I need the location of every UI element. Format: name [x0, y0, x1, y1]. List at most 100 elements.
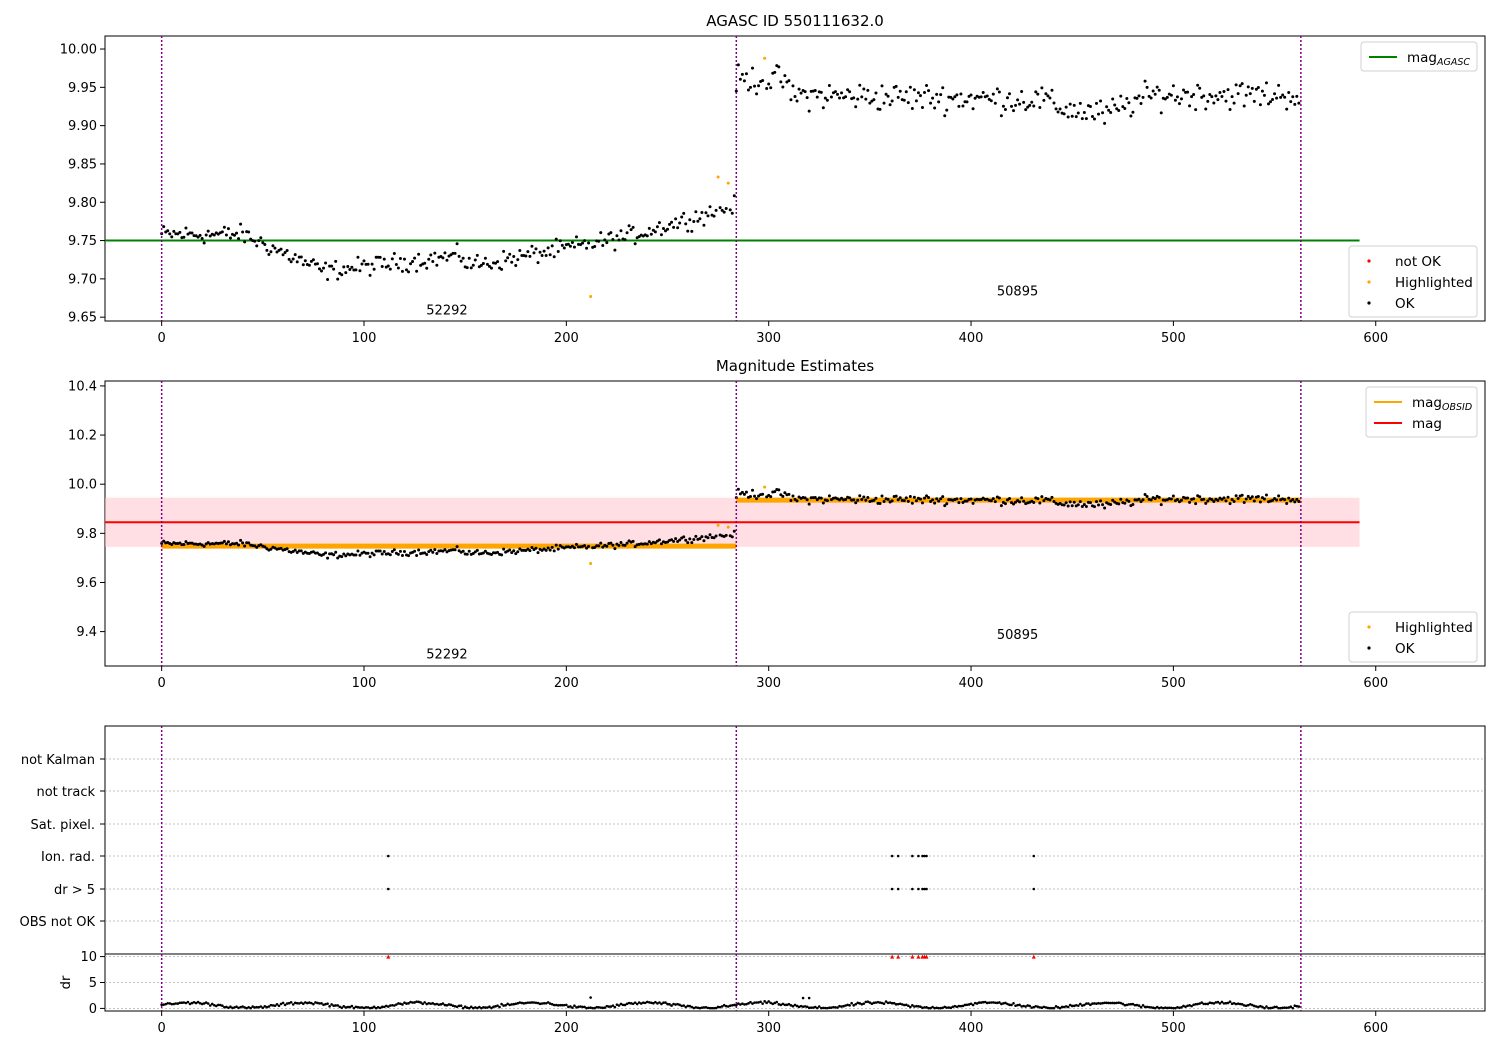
- agasc-ok-point: [326, 277, 330, 281]
- dr-ok-point: [223, 1005, 226, 1009]
- mag-ok-point: [1220, 497, 1224, 501]
- dr-ok-point: [449, 1003, 453, 1007]
- agasc-ok-point: [1291, 95, 1295, 99]
- dr-ok-point: [884, 1000, 888, 1003]
- mag-ok-point: [1119, 497, 1123, 501]
- agasc-ok-point: [1287, 91, 1291, 95]
- mag-ok-point: [259, 543, 263, 547]
- dr-ok-point: [1004, 1001, 1007, 1005]
- agasc-ok-point: [332, 267, 336, 271]
- dr-ok-point: [769, 1001, 773, 1005]
- mag-ok-point: [609, 541, 613, 545]
- agasc-ok-point: [362, 259, 366, 263]
- mag-ok-point: [761, 492, 765, 496]
- agasc-ok-point: [698, 217, 702, 221]
- agasc-panel-title: AGASC ID 550111632.0: [706, 12, 884, 30]
- mag-ok-point: [1127, 499, 1131, 503]
- mag-ok-point: [672, 539, 676, 543]
- agasc-ok-point: [283, 251, 287, 255]
- mag-ok-point: [599, 541, 603, 545]
- dr-ok-point: [696, 1006, 700, 1010]
- dr-ok-point: [704, 1005, 708, 1009]
- agasc-ok-point: [208, 234, 212, 238]
- dr-ok-point: [384, 1004, 388, 1008]
- dr-ok-point: [587, 1006, 590, 1010]
- dr-ok-point: [1016, 1003, 1019, 1007]
- mag-ok-point: [465, 552, 469, 556]
- agasc-ok-point: [856, 97, 860, 101]
- agasc-ok-point: [540, 253, 544, 257]
- agasc-ok-point: [259, 236, 263, 240]
- dr-ok-point: [502, 1004, 505, 1007]
- agasc-ok-point: [528, 254, 532, 258]
- mag-ok-point: [755, 497, 759, 501]
- agasc-ok-point: [500, 267, 504, 271]
- dr-ok-point: [1131, 1002, 1135, 1006]
- agasc-ok-point: [239, 222, 243, 226]
- agasc-ok-point: [629, 228, 633, 232]
- mag-ok-point: [807, 502, 811, 506]
- dr-ok-point: [609, 1005, 613, 1008]
- dr-ok-point: [1083, 1003, 1086, 1007]
- agasc-ok-point: [372, 267, 376, 271]
- dr-ok-point: [459, 1004, 463, 1007]
- mag-ok-point: [1204, 501, 1208, 505]
- agasc-ok-point: [672, 225, 676, 229]
- agasc-ok-point: [1050, 88, 1054, 92]
- agasc-ok-point: [455, 242, 459, 246]
- agasc-obsid-label: 50895: [997, 284, 1038, 299]
- dr-ok-point: [285, 1002, 289, 1005]
- dr-ok-point: [1066, 1005, 1070, 1009]
- dr-ok-point: [1230, 1002, 1234, 1005]
- mag-ok-point: [206, 541, 210, 545]
- agasc-ok-point: [1099, 99, 1103, 103]
- dr-ylabel: dr: [59, 975, 74, 989]
- agasc-ok-point: [931, 96, 935, 100]
- dr-ok-point: [1273, 1005, 1276, 1009]
- mag-ok-point: [1038, 501, 1042, 505]
- mag-ok-point: [496, 550, 500, 554]
- dr-ok-point: [1277, 1006, 1280, 1010]
- dr-ok-point: [1232, 1001, 1236, 1005]
- dr-ok-point: [1188, 1004, 1191, 1007]
- agasc-ok-point: [293, 253, 297, 257]
- dr-ok-point: [1068, 1003, 1072, 1007]
- flag-point: [911, 854, 914, 858]
- mag-ok-point: [939, 497, 943, 501]
- dr-ok-point: [1192, 1003, 1195, 1007]
- dr-ok-point: [650, 1001, 653, 1005]
- agasc-ok-point: [465, 266, 469, 270]
- mag-ok-point: [959, 497, 963, 501]
- dr-ok-point: [1113, 1001, 1117, 1005]
- dr-ok-point: [805, 1005, 809, 1009]
- mag-ok-point: [684, 538, 688, 542]
- mag-bottom-legend-marker: [1367, 625, 1371, 629]
- dr-ok-point: [726, 1005, 730, 1008]
- agasc-ok-point: [1246, 85, 1250, 89]
- agasc-ok-point: [303, 259, 307, 263]
- mag-ok-point: [738, 492, 742, 496]
- dr-ok-point: [350, 1004, 354, 1008]
- flag-point: [917, 854, 920, 858]
- dr-ok-point: [295, 1001, 299, 1005]
- dr-ok-point: [795, 1004, 799, 1008]
- agasc-ok-point: [398, 257, 402, 261]
- dr-ok-point: [423, 1001, 427, 1004]
- agasc-ok-point: [1250, 86, 1254, 90]
- agasc-ok-point: [848, 90, 852, 94]
- agasc-ok-point: [908, 85, 912, 89]
- mag-ok-point: [1169, 497, 1173, 501]
- agasc-ok-point: [1230, 95, 1234, 99]
- mag-ok-point: [702, 539, 706, 543]
- mag-ok-point: [1287, 496, 1291, 500]
- agasc-ok-point: [1109, 110, 1113, 114]
- dr-ok-point: [789, 1004, 793, 1007]
- mag-ok-point: [1111, 498, 1115, 502]
- dr-ok-point: [251, 1005, 255, 1008]
- dr-ok-point: [840, 1005, 843, 1008]
- dr-ok-point: [909, 1005, 912, 1009]
- agasc-ok-point: [496, 260, 500, 264]
- agasc-bottom-legend-marker: [1367, 259, 1371, 263]
- mag-ok-point: [856, 498, 860, 502]
- dr-ok-point: [652, 1002, 655, 1005]
